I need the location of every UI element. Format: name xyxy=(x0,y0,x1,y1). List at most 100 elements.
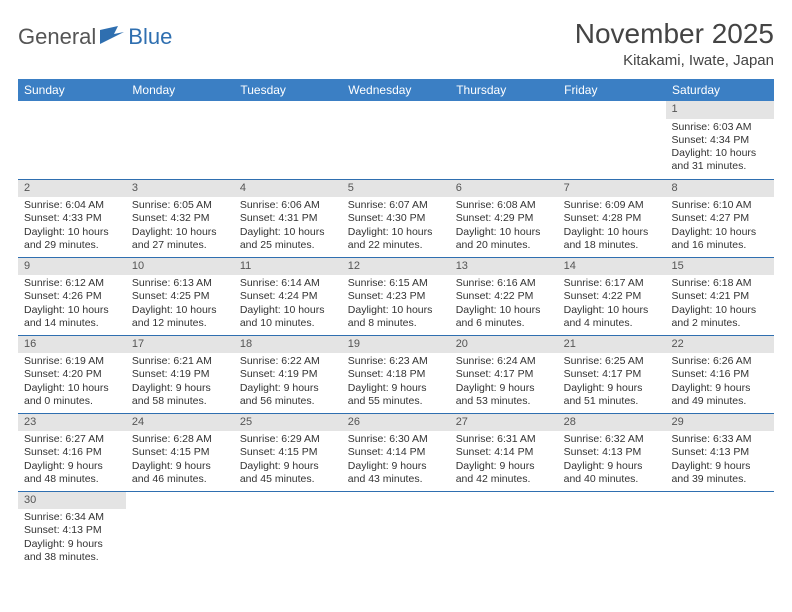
calendar-cell: 29Sunrise: 6:33 AMSunset: 4:13 PMDayligh… xyxy=(666,413,774,491)
day-body: Sunrise: 6:14 AMSunset: 4:24 PMDaylight:… xyxy=(234,275,342,334)
header: General Blue November 2025 Kitakami, Iwa… xyxy=(18,18,774,69)
daylight-line: Daylight: 10 hours and 31 minutes. xyxy=(672,147,768,173)
calendar-cell: 5Sunrise: 6:07 AMSunset: 4:30 PMDaylight… xyxy=(342,179,450,257)
calendar-cell xyxy=(342,491,450,569)
sunset-line: Sunset: 4:22 PM xyxy=(564,290,660,303)
calendar-cell: 19Sunrise: 6:23 AMSunset: 4:18 PMDayligh… xyxy=(342,335,450,413)
sunrise-line: Sunrise: 6:23 AM xyxy=(348,355,444,368)
day-number: 14 xyxy=(558,258,666,276)
daylight-line: Daylight: 10 hours and 20 minutes. xyxy=(456,226,552,252)
calendar-row: 1Sunrise: 6:03 AMSunset: 4:34 PMDaylight… xyxy=(18,101,774,179)
day-number: 19 xyxy=(342,336,450,354)
sunrise-line: Sunrise: 6:09 AM xyxy=(564,199,660,212)
calendar-cell: 6Sunrise: 6:08 AMSunset: 4:29 PMDaylight… xyxy=(450,179,558,257)
day-body: Sunrise: 6:04 AMSunset: 4:33 PMDaylight:… xyxy=(18,197,126,256)
daylight-line: Daylight: 10 hours and 16 minutes. xyxy=(672,226,768,252)
day-number: 7 xyxy=(558,180,666,198)
calendar-cell: 7Sunrise: 6:09 AMSunset: 4:28 PMDaylight… xyxy=(558,179,666,257)
sunset-line: Sunset: 4:29 PM xyxy=(456,212,552,225)
sunrise-line: Sunrise: 6:16 AM xyxy=(456,277,552,290)
sunset-line: Sunset: 4:13 PM xyxy=(672,446,768,459)
daylight-line: Daylight: 9 hours and 38 minutes. xyxy=(24,538,120,564)
sunrise-line: Sunrise: 6:12 AM xyxy=(24,277,120,290)
day-body: Sunrise: 6:26 AMSunset: 4:16 PMDaylight:… xyxy=(666,353,774,412)
day-body: Sunrise: 6:10 AMSunset: 4:27 PMDaylight:… xyxy=(666,197,774,256)
sunset-line: Sunset: 4:16 PM xyxy=(672,368,768,381)
calendar-cell: 18Sunrise: 6:22 AMSunset: 4:19 PMDayligh… xyxy=(234,335,342,413)
sunset-line: Sunset: 4:25 PM xyxy=(132,290,228,303)
sunrise-line: Sunrise: 6:21 AM xyxy=(132,355,228,368)
day-body: Sunrise: 6:28 AMSunset: 4:15 PMDaylight:… xyxy=(126,431,234,490)
calendar-cell: 9Sunrise: 6:12 AMSunset: 4:26 PMDaylight… xyxy=(18,257,126,335)
calendar-cell: 21Sunrise: 6:25 AMSunset: 4:17 PMDayligh… xyxy=(558,335,666,413)
calendar-cell: 23Sunrise: 6:27 AMSunset: 4:16 PMDayligh… xyxy=(18,413,126,491)
day-number: 12 xyxy=(342,258,450,276)
daylight-line: Daylight: 10 hours and 8 minutes. xyxy=(348,304,444,330)
calendar-cell xyxy=(666,491,774,569)
day-body: Sunrise: 6:13 AMSunset: 4:25 PMDaylight:… xyxy=(126,275,234,334)
day-body: Sunrise: 6:08 AMSunset: 4:29 PMDaylight:… xyxy=(450,197,558,256)
logo: General Blue xyxy=(18,18,172,50)
calendar-row: 2Sunrise: 6:04 AMSunset: 4:33 PMDaylight… xyxy=(18,179,774,257)
sunrise-line: Sunrise: 6:32 AM xyxy=(564,433,660,446)
calendar-cell: 25Sunrise: 6:29 AMSunset: 4:15 PMDayligh… xyxy=(234,413,342,491)
sunrise-line: Sunrise: 6:08 AM xyxy=(456,199,552,212)
day-body: Sunrise: 6:16 AMSunset: 4:22 PMDaylight:… xyxy=(450,275,558,334)
day-body: Sunrise: 6:32 AMSunset: 4:13 PMDaylight:… xyxy=(558,431,666,490)
daylight-line: Daylight: 9 hours and 56 minutes. xyxy=(240,382,336,408)
weekday-header: Wednesday xyxy=(342,79,450,101)
weekday-header: Tuesday xyxy=(234,79,342,101)
day-number: 6 xyxy=(450,180,558,198)
calendar-table: SundayMondayTuesdayWednesdayThursdayFrid… xyxy=(18,79,774,569)
day-number: 28 xyxy=(558,414,666,432)
logo-text-general: General xyxy=(18,24,96,50)
daylight-line: Daylight: 10 hours and 22 minutes. xyxy=(348,226,444,252)
sunrise-line: Sunrise: 6:24 AM xyxy=(456,355,552,368)
day-number: 23 xyxy=(18,414,126,432)
day-body: Sunrise: 6:31 AMSunset: 4:14 PMDaylight:… xyxy=(450,431,558,490)
sunrise-line: Sunrise: 6:05 AM xyxy=(132,199,228,212)
day-number: 16 xyxy=(18,336,126,354)
day-number: 4 xyxy=(234,180,342,198)
day-body: Sunrise: 6:33 AMSunset: 4:13 PMDaylight:… xyxy=(666,431,774,490)
calendar-cell: 3Sunrise: 6:05 AMSunset: 4:32 PMDaylight… xyxy=(126,179,234,257)
day-body: Sunrise: 6:19 AMSunset: 4:20 PMDaylight:… xyxy=(18,353,126,412)
sunset-line: Sunset: 4:20 PM xyxy=(24,368,120,381)
day-number: 3 xyxy=(126,180,234,198)
calendar-cell: 24Sunrise: 6:28 AMSunset: 4:15 PMDayligh… xyxy=(126,413,234,491)
calendar-cell: 11Sunrise: 6:14 AMSunset: 4:24 PMDayligh… xyxy=(234,257,342,335)
calendar-cell: 4Sunrise: 6:06 AMSunset: 4:31 PMDaylight… xyxy=(234,179,342,257)
sunrise-line: Sunrise: 6:25 AM xyxy=(564,355,660,368)
calendar-cell: 12Sunrise: 6:15 AMSunset: 4:23 PMDayligh… xyxy=(342,257,450,335)
daylight-line: Daylight: 9 hours and 39 minutes. xyxy=(672,460,768,486)
day-number: 5 xyxy=(342,180,450,198)
daylight-line: Daylight: 9 hours and 51 minutes. xyxy=(564,382,660,408)
flag-icon xyxy=(100,24,126,50)
calendar-cell xyxy=(234,101,342,179)
sunset-line: Sunset: 4:30 PM xyxy=(348,212,444,225)
calendar-cell: 14Sunrise: 6:17 AMSunset: 4:22 PMDayligh… xyxy=(558,257,666,335)
day-number: 10 xyxy=(126,258,234,276)
weekday-header-row: SundayMondayTuesdayWednesdayThursdayFrid… xyxy=(18,79,774,101)
sunset-line: Sunset: 4:24 PM xyxy=(240,290,336,303)
sunrise-line: Sunrise: 6:31 AM xyxy=(456,433,552,446)
calendar-cell xyxy=(450,101,558,179)
day-number: 18 xyxy=(234,336,342,354)
day-number: 22 xyxy=(666,336,774,354)
sunset-line: Sunset: 4:19 PM xyxy=(132,368,228,381)
calendar-cell xyxy=(342,101,450,179)
daylight-line: Daylight: 9 hours and 42 minutes. xyxy=(456,460,552,486)
daylight-line: Daylight: 10 hours and 27 minutes. xyxy=(132,226,228,252)
daylight-line: Daylight: 9 hours and 48 minutes. xyxy=(24,460,120,486)
sunrise-line: Sunrise: 6:27 AM xyxy=(24,433,120,446)
sunrise-line: Sunrise: 6:28 AM xyxy=(132,433,228,446)
sunset-line: Sunset: 4:34 PM xyxy=(672,134,768,147)
calendar-cell: 27Sunrise: 6:31 AMSunset: 4:14 PMDayligh… xyxy=(450,413,558,491)
day-number: 24 xyxy=(126,414,234,432)
sunset-line: Sunset: 4:23 PM xyxy=(348,290,444,303)
sunrise-line: Sunrise: 6:17 AM xyxy=(564,277,660,290)
calendar-cell xyxy=(234,491,342,569)
day-number: 27 xyxy=(450,414,558,432)
calendar-cell: 17Sunrise: 6:21 AMSunset: 4:19 PMDayligh… xyxy=(126,335,234,413)
day-body: Sunrise: 6:23 AMSunset: 4:18 PMDaylight:… xyxy=(342,353,450,412)
